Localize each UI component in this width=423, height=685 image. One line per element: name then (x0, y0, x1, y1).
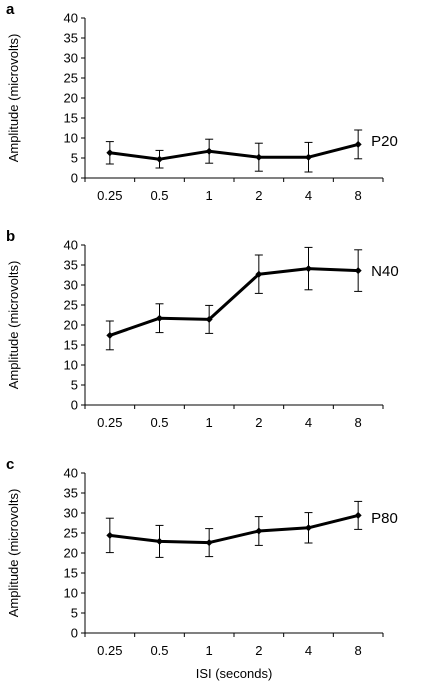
data-point (205, 147, 213, 155)
data-point (106, 531, 114, 539)
data-point (156, 537, 163, 545)
y-tick-label: 35 (64, 258, 78, 273)
x-tick-label: 2 (255, 188, 262, 203)
y-tick-label: 20 (64, 546, 78, 561)
y-tick-label: 25 (64, 298, 78, 313)
series-label: N40 (371, 263, 399, 280)
x-tick-label: 4 (305, 188, 312, 203)
x-tick-label: 1 (206, 188, 213, 203)
panel-a: a Amplitude (microvolts) 0 5 10 15 20 25 30 35 40 0… (6, 1, 398, 203)
series-label: P80 (371, 510, 398, 527)
y-tick-label: 40 (64, 238, 78, 253)
panel-letter: b (6, 228, 15, 245)
data-point (205, 315, 213, 323)
x-tick-label: 0.5 (150, 415, 168, 430)
y-tick-label: 25 (64, 526, 78, 541)
x-tick-label: 8 (355, 188, 362, 203)
data-point (354, 511, 362, 519)
x-tick-label: 0.25 (97, 415, 122, 430)
series-label: P20 (371, 133, 398, 150)
y-tick-label: 25 (64, 71, 78, 86)
data-point (156, 314, 163, 322)
x-tick-label: 0.25 (97, 643, 122, 658)
data-point (205, 539, 213, 547)
y-tick-label: 15 (64, 566, 78, 581)
x-tick-label: 2 (255, 415, 262, 430)
y-axis-label: Amplitude (microvolts) (6, 489, 21, 618)
y-tick-label: 10 (64, 358, 78, 373)
y-tick-label: 40 (64, 11, 78, 26)
series-line (109, 142, 359, 161)
panel-letter: c (6, 456, 14, 473)
y-tick-label: 0 (71, 171, 78, 186)
series-line (109, 267, 359, 337)
data-point (156, 155, 163, 163)
x-tick-label: 2 (255, 643, 262, 658)
x-tick-label: 1 (206, 643, 213, 658)
y-tick-label: 40 (64, 466, 78, 481)
x-tick-label: 8 (355, 415, 362, 430)
y-tick-label: 30 (64, 278, 78, 293)
x-axis-label: ISI (seconds) (196, 666, 273, 681)
data-point (305, 524, 312, 532)
data-point (255, 153, 263, 161)
data-point (255, 270, 263, 278)
x-tick-label: 0.25 (97, 188, 122, 203)
x-tick-label: 0.5 (150, 643, 168, 658)
data-point (106, 149, 114, 157)
y-tick-label: 35 (64, 31, 78, 46)
series-line (109, 513, 359, 545)
y-tick-label: 0 (71, 398, 78, 413)
panel-letter: a (6, 1, 15, 18)
y-tick-label: 30 (64, 51, 78, 66)
data-point (106, 331, 114, 339)
panel-c: c Amplitude (microvolts) 0 5 10 15 20 25 30 35 40 0… (6, 456, 398, 681)
data-point (305, 265, 312, 273)
x-tick-label: 0.5 (150, 188, 168, 203)
data-point (354, 140, 362, 148)
y-tick-label: 35 (64, 486, 78, 501)
y-axis-label: Amplitude (microvolts) (6, 34, 21, 163)
data-point (354, 267, 362, 275)
y-tick-label: 15 (64, 111, 78, 126)
y-tick-label: 20 (64, 318, 78, 333)
y-tick-label: 20 (64, 91, 78, 106)
y-tick-label: 0 (71, 626, 78, 641)
x-tick-label: 1 (206, 415, 213, 430)
x-tick-label: 4 (305, 415, 312, 430)
data-point (255, 527, 263, 535)
y-tick-label: 15 (64, 338, 78, 353)
data-point (305, 153, 312, 161)
y-tick-label: 5 (71, 606, 78, 621)
y-tick-label: 10 (64, 131, 78, 146)
x-tick-label: 4 (305, 643, 312, 658)
x-tick-label: 8 (355, 643, 362, 658)
y-tick-label: 10 (64, 586, 78, 601)
y-tick-label: 30 (64, 506, 78, 521)
y-axis-label: Amplitude (microvolts) (6, 261, 21, 390)
panel-b: b Amplitude (microvolts) 0 5 10 15 20 25 30 35 40 0… (6, 228, 399, 430)
y-tick-label: 5 (71, 151, 78, 166)
y-tick-label: 5 (71, 378, 78, 393)
